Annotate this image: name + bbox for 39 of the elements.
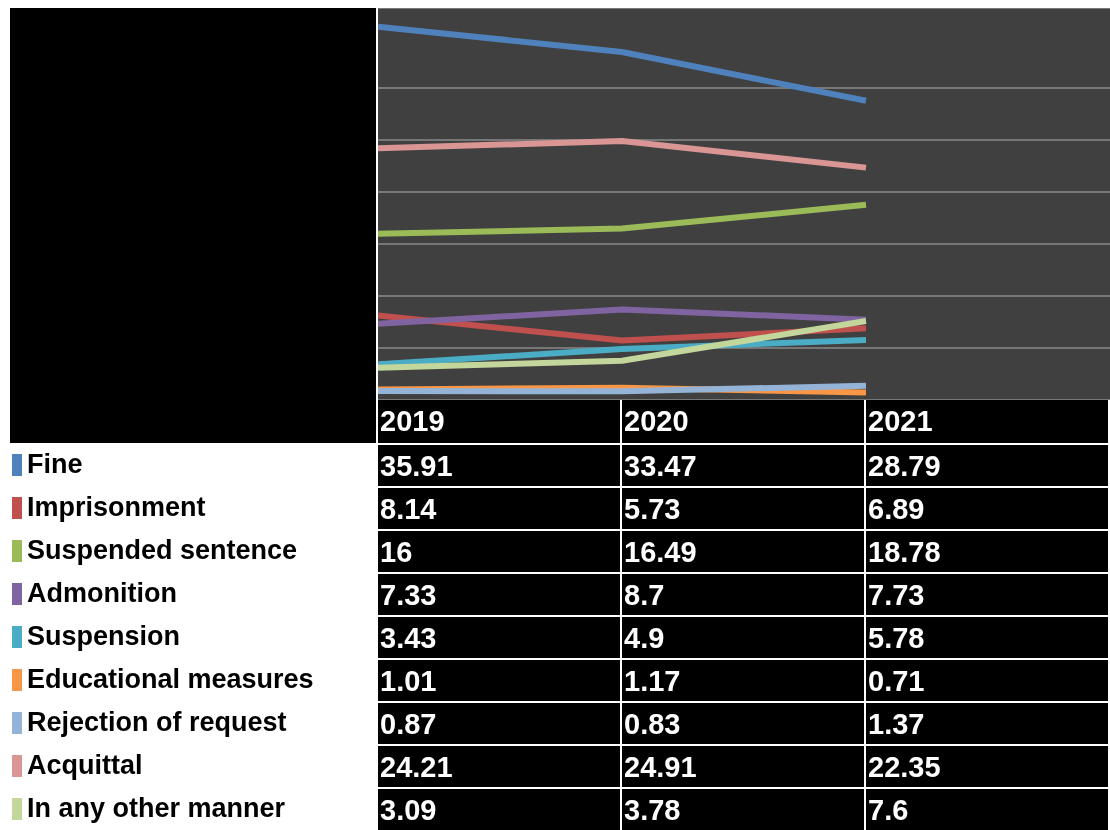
x-tick-label: 2020 [622,400,866,443]
data-label: 4.9 [622,615,866,658]
data-label: 5.78 [866,615,1110,658]
data-label: 8.7 [622,572,866,615]
legend-label: Acquittal [27,749,143,782]
x-tick-label: 2021 [866,400,1110,443]
data-label: 1.17 [622,658,866,701]
data-label: 28.79 [866,443,1110,486]
data-label: 7.73 [866,572,1110,615]
data-label: 24.91 [622,744,866,787]
data-label: 0.83 [622,701,866,744]
data-label: 0.71 [866,658,1110,701]
legend-label: Suspended sentence [27,534,298,567]
legend-label: Suspension [27,620,181,653]
data-label: 7.6 [866,787,1110,830]
data-label: 6.89 [866,486,1110,529]
data-label: 24.21 [378,744,622,787]
data-label: 3.09 [378,787,622,830]
data-label: 22.35 [866,744,1110,787]
data-label: 1.01 [378,658,622,701]
data-label: 16 [378,529,622,572]
data-label: 0.87 [378,701,622,744]
data-label: 5.73 [622,486,866,529]
data-label: 7.33 [378,572,622,615]
x-tick-label: 2019 [378,400,622,443]
data-label: 18.78 [866,529,1110,572]
data-label: 1.37 [866,701,1110,744]
legend-label: Fine [27,448,83,481]
legend-label: Rejection of request [27,706,287,739]
data-label: 3.43 [378,615,622,658]
data-label: 16.49 [622,529,866,572]
legend-label: Educational measures [27,663,314,696]
data-label: 33.47 [622,443,866,486]
data-label: 35.91 [378,443,622,486]
legend-label: Admonition [27,577,177,610]
data-label: 3.78 [622,787,866,830]
data-label: 8.14 [378,486,622,529]
legend-label: In any other manner [27,792,286,825]
legend-label: Imprisonment [27,491,206,524]
